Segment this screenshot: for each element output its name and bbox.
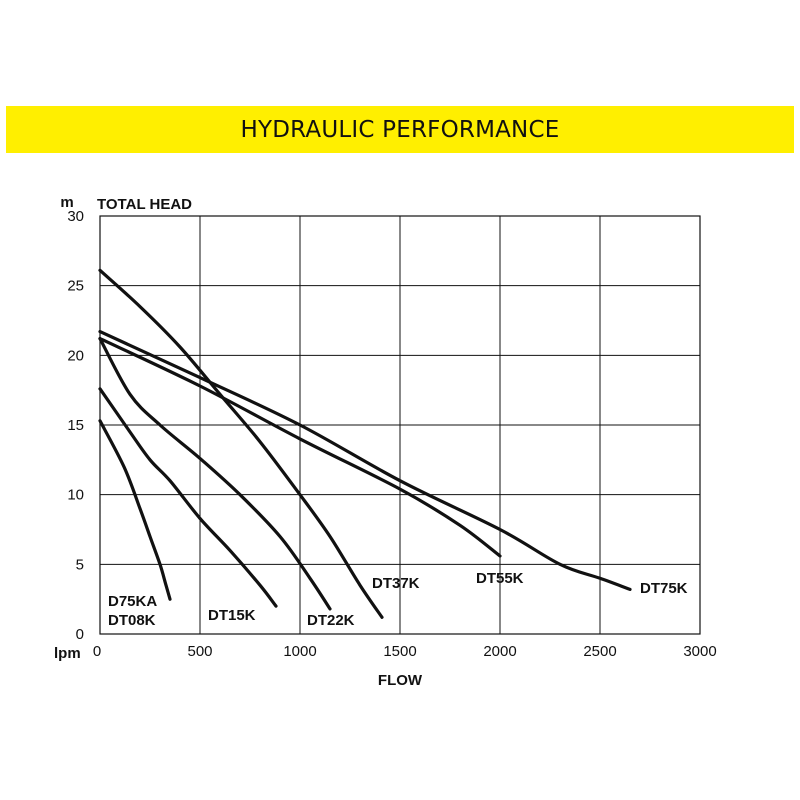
plot-frame: [99, 215, 701, 635]
series-line-dt15k: [98, 387, 278, 608]
series-line-d75ka-dt08k: [98, 419, 172, 601]
x-tick-label: 2500: [583, 643, 616, 660]
x-axis-title: FLOW: [378, 672, 423, 689]
y-tick-label: 25: [67, 278, 84, 295]
series-line-dt22k: [98, 337, 332, 611]
series-line-dt75k: [98, 330, 632, 591]
x-tick-label: 500: [187, 643, 212, 660]
x-unit-label: lpm: [54, 645, 81, 662]
series-label-dt75k: DT75K: [640, 580, 688, 597]
series-label-dt15k: DT15K: [208, 607, 256, 624]
x-tick-label: 1000: [283, 643, 316, 660]
x-tick-label: 1500: [383, 643, 416, 660]
x-tick-label: 2000: [483, 643, 516, 660]
series-label-d75ka: D75KA: [108, 593, 157, 610]
series-line-dt55k: [98, 337, 502, 558]
y-tick-label: 10: [67, 487, 84, 504]
series-labels: D75KA DT08K DT15K DT22K DT37K DT55K DT75K: [108, 570, 688, 629]
axes: 0 5 10 15 20 25 30 0 500 1000 1500 2000 2500 3000 m TOT…: [54, 194, 717, 689]
series-label-dt37k: DT37K: [372, 575, 420, 592]
series-line-dt37k: [98, 268, 384, 619]
title-banner: HYDRAULIC PERFORMANCE: [6, 106, 794, 153]
x-tick-label: 0: [93, 643, 101, 660]
y-tick-label: 0: [76, 626, 84, 643]
y-tick-label: 30: [67, 208, 84, 225]
y-tick-label: 20: [67, 347, 84, 364]
grid: [99, 215, 701, 635]
series-label-dt22k: DT22K: [307, 612, 355, 629]
series-label-dt55k: DT55K: [476, 570, 524, 587]
y-tick-label: 15: [67, 417, 84, 434]
y-axis-title: TOTAL HEAD: [97, 196, 192, 213]
x-tick-label: 3000: [683, 643, 716, 660]
chart-title: HYDRAULIC PERFORMANCE: [240, 116, 560, 143]
y-tick-label: 5: [76, 556, 84, 573]
y-unit-label: m: [60, 194, 73, 211]
series-lines: [98, 268, 632, 619]
series-label-dt08k: DT08K: [108, 612, 156, 629]
